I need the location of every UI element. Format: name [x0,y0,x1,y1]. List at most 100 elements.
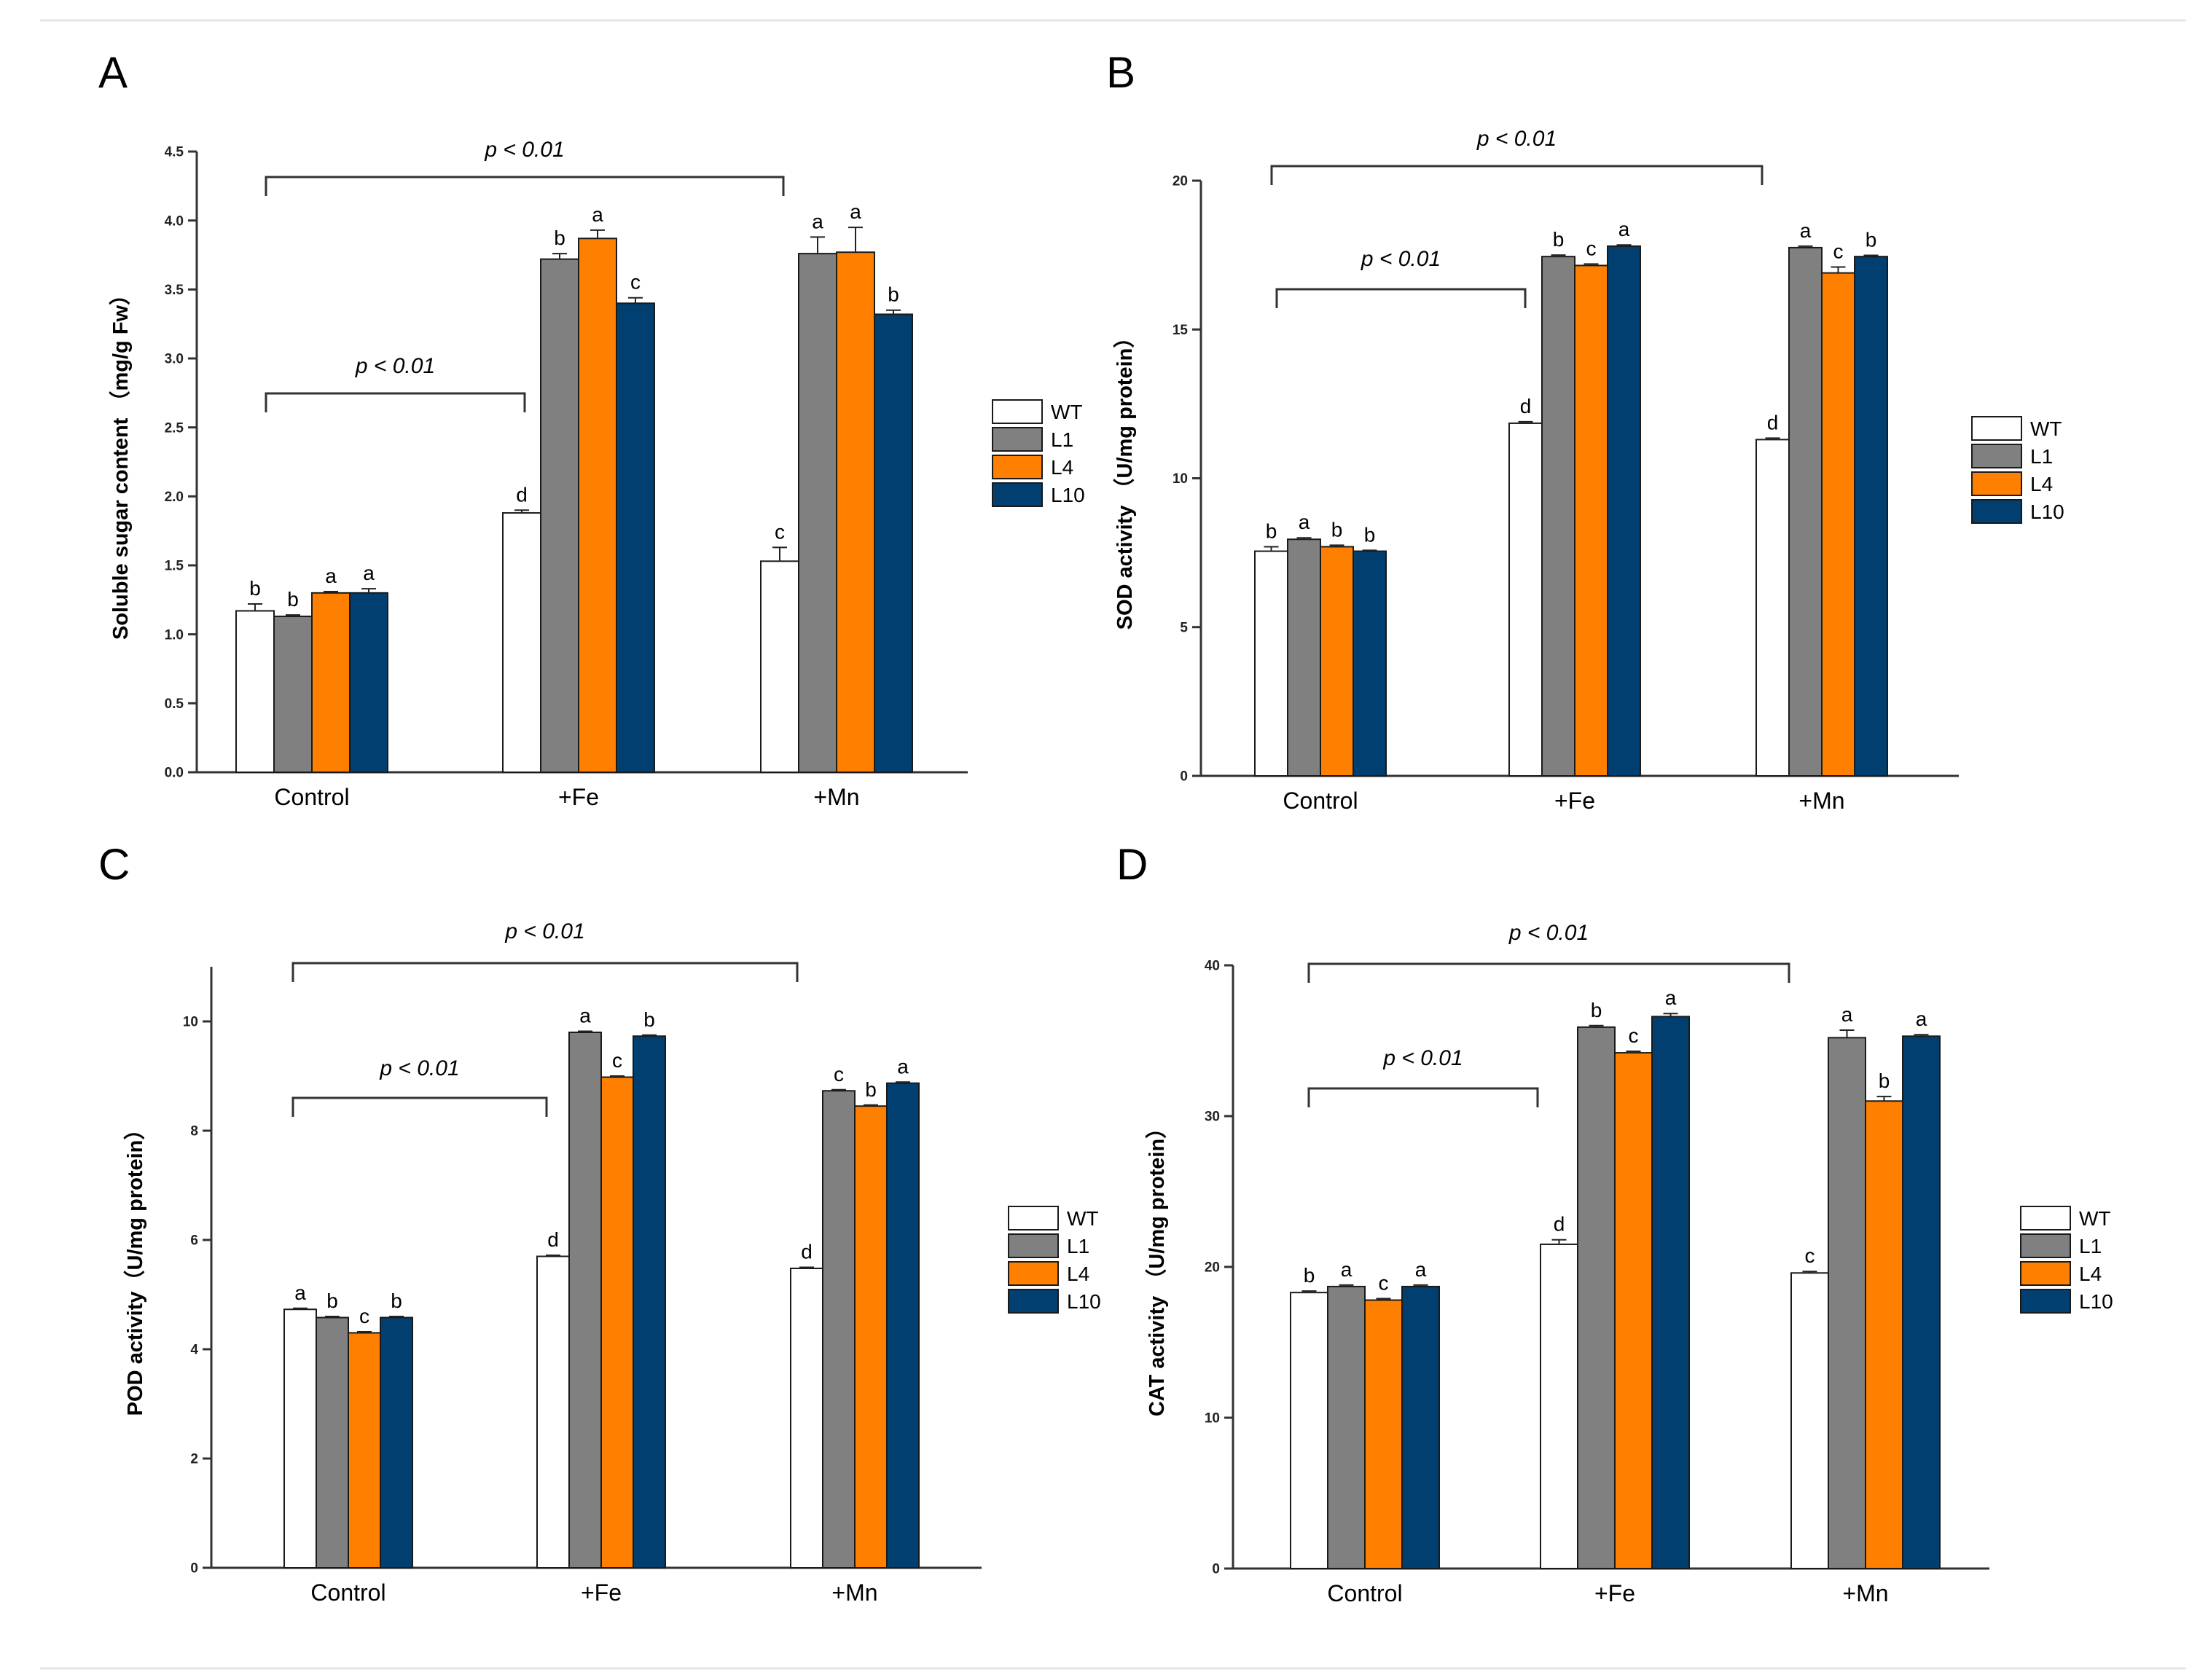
significance-letter: b [249,577,261,600]
y-tick-label: 0.0 [165,766,184,781]
y-tick-label: 40 [1205,959,1220,974]
bar-l10 [886,1082,920,1569]
x-tick-label: Control [1283,788,1358,814]
bar-l10 [380,1316,413,1569]
significance-letter: b [865,1078,877,1101]
p-value-label: p < 0.01 [484,138,564,162]
y-tick-label: 10 [1205,1411,1220,1426]
significance-letter: a [850,200,861,223]
y-tick-label: 3.5 [165,283,184,298]
legend-swatch-l10 [992,482,1043,507]
significance-letter: a [1916,1008,1927,1030]
y-tick-label: 6 [190,1233,198,1249]
significance-letter: b [888,283,899,306]
significance-letter: a [592,203,603,226]
significance-letter: a [325,565,337,587]
y-tick-label: 8 [190,1124,198,1139]
y-tick-label: 2.5 [165,420,184,436]
y-tick-label: 4.0 [165,213,184,229]
significance-letter: c [1379,1271,1389,1294]
legend-label: L4 [1067,1263,1089,1285]
y-tick-label: 20 [1205,1260,1220,1276]
legend-swatch-wt [992,399,1043,424]
bar-l1 [1541,256,1575,777]
significance-bracket [265,176,785,196]
legend-swatch-l4 [2020,1261,2071,1286]
legend-label: L10 [1051,484,1085,506]
significance-letter: b [1879,1069,1890,1092]
panel-label: D [1116,840,1148,889]
legend: WT L1 L4 L10 [992,399,1085,507]
significance-bracket [1275,288,1527,308]
bar-l10 [1854,256,1888,777]
significance-letter: c [1586,237,1597,259]
legend-label: WT [1067,1207,1099,1230]
legend-swatch-l4 [1971,471,2022,496]
bar-l1 [822,1090,856,1569]
legend-label: L10 [1067,1290,1101,1313]
x-tick-label: +Mn [1842,1580,1888,1606]
legend-swatch-l4 [992,455,1043,479]
significance-letter: c [834,1063,844,1086]
p-value-label: p < 0.01 [379,1056,459,1080]
legend-swatch-l10 [1971,499,2022,524]
panel-label: B [1106,48,1135,97]
legend-swatch-l4 [1008,1261,1059,1286]
y-tick-label: 10 [183,1015,198,1030]
legend-swatch-l1 [2020,1233,2071,1258]
bar-wt [536,1255,570,1569]
significance-letter: b [1866,229,1877,251]
p-value-label: p < 0.01 [1508,921,1589,945]
bar-l10 [616,302,655,773]
significance-letter: a [1415,1258,1427,1281]
bar-wt [235,610,275,773]
bar-wt [790,1268,823,1569]
bar-l4 [1821,272,1855,777]
significance-letter: a [1841,1003,1853,1026]
significance-letter: b [287,588,299,611]
significance-letter: c [630,271,641,294]
p-value-label: p < 0.01 [355,354,435,378]
bar-l4 [1865,1100,1903,1570]
x-tick-label: +Mn [831,1579,877,1606]
chart-panel-a: A 0.0 0.5 1.0 1.5 2.0 2.5 3.0 3.5 4.0 4.5 Soluble s… [98,48,1085,810]
x-tick-label: Control [274,784,349,810]
significance-letter: b [1364,523,1376,546]
bar-l4 [578,238,617,773]
p-value-label: p < 0.01 [1382,1046,1463,1070]
y-tick-label: 4.5 [165,145,184,160]
significance-letter: d [1520,395,1532,417]
significance-letter: a [1618,218,1630,240]
panel-label: C [98,840,130,889]
significance-letter: a [812,210,823,232]
x-tick-label: Control [1327,1580,1402,1606]
bar-l10 [1353,550,1387,777]
significance-letter: b [326,1290,338,1312]
significance-letter: a [1800,219,1812,242]
bar-l10 [633,1035,666,1569]
significance-letter: a [363,562,375,584]
bar-wt [283,1308,317,1569]
bar-l1 [798,253,837,773]
bar-l4 [600,1076,634,1569]
bar-wt [1755,439,1790,777]
y-tick-label: 0 [1180,769,1188,785]
legend-label: L4 [1051,456,1073,479]
legend-label: L1 [1051,428,1073,451]
p-value-label: p < 0.01 [1361,247,1441,271]
bar-l4 [1574,264,1608,777]
bar-l10 [1651,1016,1690,1569]
x-tick-label: +Fe [1594,1580,1635,1606]
bar-l4 [1364,1299,1403,1570]
bar-wt [760,560,799,773]
bar-l1 [1287,538,1321,777]
significance-letter: b [643,1008,655,1031]
x-tick-label: +Mn [1798,788,1844,814]
bar-l1 [1788,246,1823,777]
significance-letter: b [1553,228,1565,251]
y-axis-label: Soluble sugar content （mg/g Fw） [109,284,133,640]
significance-letter: a [294,1281,306,1304]
significance-letter: c [612,1049,622,1072]
p-value-label: p < 0.01 [1476,127,1557,151]
